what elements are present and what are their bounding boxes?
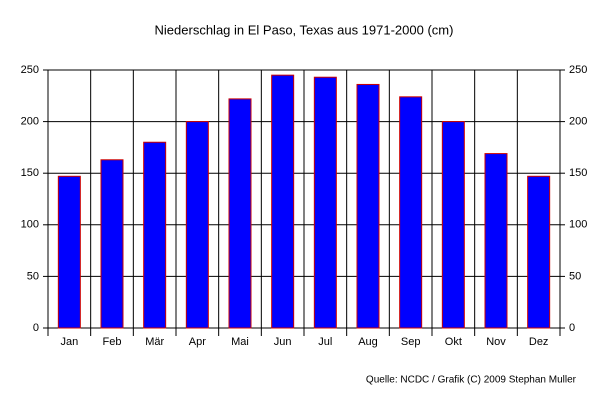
y-tick-label: 0	[33, 322, 39, 334]
x-tick-label: Sep	[401, 336, 421, 348]
y-tick-label: 200	[21, 116, 39, 128]
bar	[484, 153, 508, 329]
y-tick-label: 250	[21, 64, 39, 76]
bar	[185, 121, 209, 329]
bar	[527, 175, 551, 329]
y2-tick-label: 0	[569, 322, 575, 334]
bar	[271, 74, 295, 329]
x-tick-label: Mär	[145, 336, 164, 348]
x-tick-label: Okt	[445, 336, 462, 348]
bar	[441, 121, 465, 329]
x-tick-label: Mai	[231, 336, 249, 348]
chart-title: Niederschlag in El Paso, Texas aus 1971-…	[155, 22, 454, 37]
x-tick-label: Jun	[274, 336, 292, 348]
bar	[313, 76, 337, 329]
source-note: Quelle: NCDC / Grafik (C) 2009 Stephan M…	[366, 375, 577, 386]
y-tick-label: 100	[21, 219, 39, 231]
x-tick-label: Jan	[60, 336, 78, 348]
bar	[57, 175, 81, 329]
y2-tick-label: 200	[569, 116, 587, 128]
x-tick-label: Jul	[318, 336, 332, 348]
bar	[143, 141, 167, 329]
x-tick-label: Apr	[189, 336, 206, 348]
x-tick-label: Nov	[486, 336, 506, 348]
y2-tick-label: 250	[569, 64, 587, 76]
bar	[399, 96, 423, 329]
x-tick-label: Feb	[103, 336, 122, 348]
y-tick-label: 150	[21, 167, 39, 179]
bar	[228, 98, 252, 329]
y2-tick-label: 50	[569, 270, 581, 282]
bar	[100, 159, 124, 329]
y2-tick-label: 150	[569, 167, 587, 179]
y2-tick-label: 100	[569, 219, 587, 231]
x-tick-label: Dez	[529, 336, 549, 348]
x-tick-label: Aug	[358, 336, 378, 348]
bar	[356, 83, 380, 329]
y-tick-label: 50	[27, 270, 39, 282]
